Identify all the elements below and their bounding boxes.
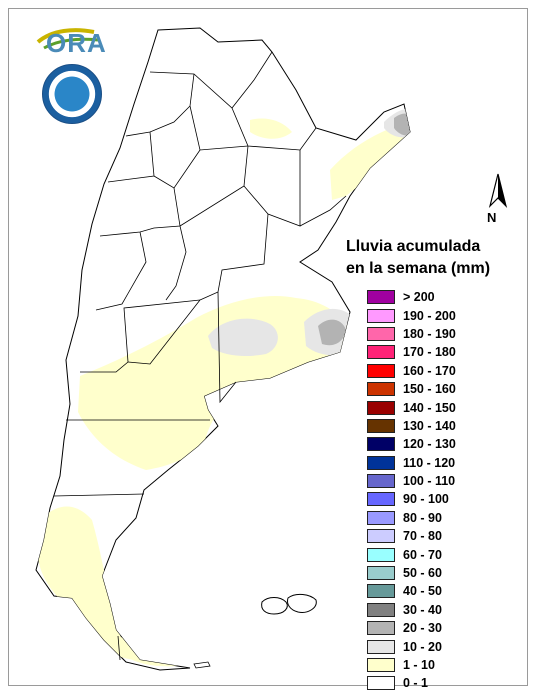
legend-item: 130 - 140 — [367, 417, 507, 435]
legend-label: 80 - 90 — [403, 510, 442, 525]
legend-item: 140 - 150 — [367, 398, 507, 416]
legend-item: 120 - 130 — [367, 435, 507, 453]
legend-item: 10 - 20 — [367, 637, 507, 655]
legend-swatch — [367, 455, 395, 470]
legend-label: 170 - 180 — [403, 345, 456, 360]
legend-item: 50 - 60 — [367, 564, 507, 582]
legend-label: 30 - 40 — [403, 602, 442, 617]
legend-swatch — [367, 529, 395, 544]
legend-swatch — [367, 345, 395, 360]
legend-label: 1 - 10 — [403, 658, 435, 672]
legend-item: 30 - 40 — [367, 601, 507, 619]
legend-label: 190 - 200 — [403, 308, 456, 323]
legend-item: 180 - 190 — [367, 325, 507, 343]
rain-zone-20-30-coast — [318, 319, 346, 346]
legend-title: Lluvia acumulada en la semana (mm) — [346, 236, 490, 280]
legend-swatch — [367, 492, 395, 507]
legend-swatch — [367, 437, 395, 452]
legend-swatch — [367, 290, 395, 305]
legend-item: 20 - 30 — [367, 619, 507, 637]
legend-swatch — [367, 621, 395, 636]
rain-zone-1-10-central — [78, 296, 352, 470]
legend-item: 1 - 10 — [367, 656, 507, 674]
legend-swatch — [367, 400, 395, 415]
legend-label: 140 - 150 — [403, 400, 456, 415]
legend-swatch — [367, 639, 395, 654]
rainfall-legend: > 200 190 - 200 180 - 190 170 - 180 160 - 17… — [367, 288, 507, 693]
legend-swatch — [367, 308, 395, 323]
legend-item: 40 - 50 — [367, 582, 507, 600]
legend-label: 110 - 120 — [403, 455, 456, 470]
legend-item: 60 - 70 — [367, 545, 507, 563]
legend-swatch — [367, 547, 395, 562]
legend-swatch — [367, 658, 395, 672]
rain-zone-10-20 — [208, 318, 278, 356]
legend-label: 20 - 30 — [403, 621, 442, 636]
legend-swatch — [367, 474, 395, 489]
north-arrow-icon — [488, 173, 508, 208]
legend-item: 160 - 170 — [367, 362, 507, 380]
legend-item: 100 - 110 — [367, 472, 507, 490]
legend-label: 120 - 130 — [403, 437, 456, 452]
smn-seal-logo — [42, 64, 102, 124]
legend-item: > 200 — [367, 288, 507, 306]
legend-label: 0 - 1 — [403, 676, 429, 691]
legend-title-line2: en la semana (mm) — [346, 260, 491, 277]
legend-label: 70 - 80 — [403, 529, 442, 544]
legend-label: > 200 — [403, 290, 435, 305]
legend-item: 70 - 80 — [367, 527, 507, 545]
legend-swatch — [367, 566, 395, 581]
legend-item: 90 - 100 — [367, 490, 507, 508]
legend-swatch — [367, 602, 395, 617]
legend-item: 190 - 200 — [367, 306, 507, 324]
rain-zone-1-10-nw — [250, 118, 292, 139]
legend-label: 100 - 110 — [403, 474, 456, 489]
legend-label: 130 - 140 — [403, 418, 456, 433]
legend-swatch — [367, 382, 395, 397]
malvinas-islands — [261, 593, 317, 615]
isla-de-los-estados — [193, 661, 211, 669]
legend-item: 170 - 180 — [367, 343, 507, 361]
legend-item: 0 - 1 — [367, 674, 507, 692]
legend-title-line1: Lluvia acumulada — [346, 238, 481, 255]
legend-label: 180 - 190 — [403, 326, 456, 341]
legend-label: 160 - 170 — [403, 363, 456, 378]
legend-item: 80 - 90 — [367, 509, 507, 527]
legend-label: 10 - 20 — [403, 639, 442, 654]
ora-logo — [34, 22, 106, 62]
legend-label: 60 - 70 — [403, 547, 442, 562]
legend-item: 150 - 160 — [367, 380, 507, 398]
legend-swatch — [367, 418, 395, 433]
legend-swatch — [367, 510, 395, 525]
ora-logo-text: ORA — [46, 28, 107, 58]
legend-swatch — [367, 363, 395, 378]
legend-label: 90 - 100 — [403, 492, 449, 507]
legend-swatch — [367, 676, 395, 691]
legend-item: 110 - 120 — [367, 454, 507, 472]
north-arrow-label: N — [487, 210, 497, 225]
legend-label: 50 - 60 — [403, 566, 442, 581]
legend-label: 150 - 160 — [403, 382, 456, 397]
legend-label: 40 - 50 — [403, 584, 442, 599]
rain-zone-1-10-ne — [330, 126, 410, 200]
legend-swatch — [367, 584, 395, 599]
legend-swatch — [367, 326, 395, 341]
province-boundaries — [53, 51, 347, 661]
